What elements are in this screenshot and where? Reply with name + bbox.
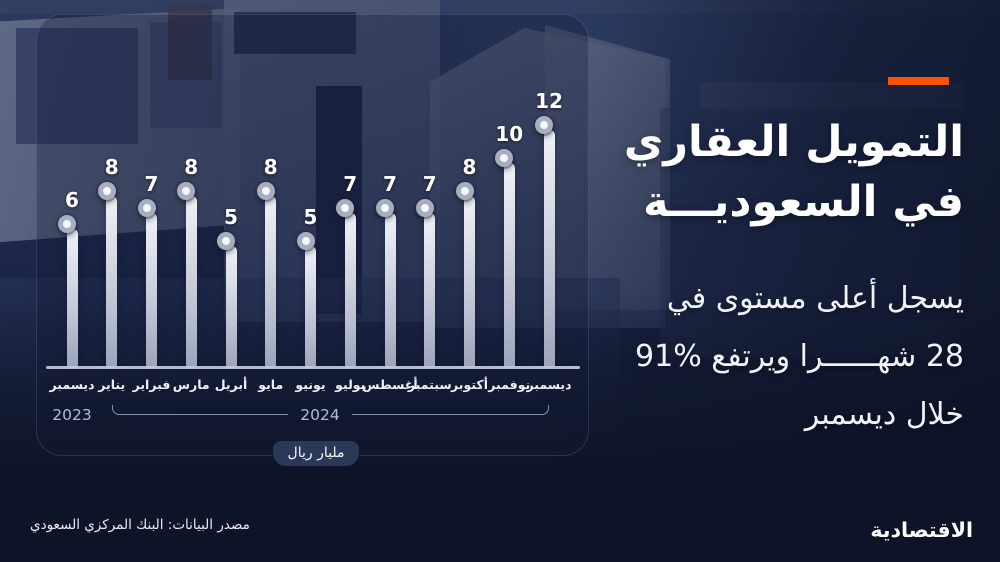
subtitle-line-3: خلال ديسمبر xyxy=(804,397,964,432)
subtitle-line-1: يسجل أعلى مستوى في xyxy=(666,281,964,316)
month-label: أبريل xyxy=(214,377,248,392)
title-line-1: التمويل العقاري xyxy=(623,117,964,167)
bar-value-label: 8 xyxy=(184,155,199,179)
year-bracket-left xyxy=(112,405,288,415)
title-line-2: في السعوديـــة xyxy=(643,177,964,227)
bar-stem xyxy=(503,163,515,368)
bar-value-label: 8 xyxy=(104,155,119,179)
bar-stem xyxy=(106,196,118,368)
accent-dash xyxy=(888,77,949,85)
month-label: ديسمبر xyxy=(526,377,572,392)
bar-dot xyxy=(495,149,514,167)
bar-stem xyxy=(66,229,78,368)
bar-dot xyxy=(217,231,235,250)
page-title: التمويل العقاري في السعوديـــة xyxy=(624,112,964,232)
subtitle-line-2: 28 شهــــــرا ويرتفع %91 xyxy=(635,339,964,374)
bar-dot xyxy=(415,198,434,217)
month-label: يونيو xyxy=(295,377,326,392)
publisher-logo: الاقتصادية xyxy=(870,518,973,542)
bar-dot xyxy=(177,182,196,200)
bar-stem xyxy=(265,196,277,368)
year-label-2023: 2023 xyxy=(52,406,92,424)
bar-stem xyxy=(305,245,316,368)
bar-dot xyxy=(256,182,275,200)
bar-value-label: 7 xyxy=(144,171,159,196)
bar-dot xyxy=(376,198,394,217)
month-label: فبراير xyxy=(132,377,171,392)
month-label: ديسمبر xyxy=(49,377,95,392)
bar-value-label: 12 xyxy=(535,89,563,113)
month-label: أغسطس xyxy=(362,377,418,392)
data-source-note: مصدر البيانات: البنك المركزي السعودي xyxy=(30,517,250,533)
bar-stem xyxy=(344,212,356,368)
month-label: مارس xyxy=(172,377,210,392)
bar-value-label: 5 xyxy=(303,204,318,229)
page-subtitle: يسجل أعلى مستوى في 28 شهــــــرا ويرتفع … xyxy=(635,270,964,444)
x-axis-line xyxy=(46,366,580,369)
month-label: نوفمبر xyxy=(488,377,531,392)
bar-stem xyxy=(424,212,436,368)
month-label: سبتمبر xyxy=(407,377,452,392)
year-label-2024: 2024 xyxy=(300,406,340,424)
bar-dot xyxy=(336,198,355,217)
bar-dot xyxy=(97,182,116,200)
unit-badge: مليار ريال xyxy=(273,441,359,466)
bar-dot xyxy=(296,231,315,250)
bar-value-label: 7 xyxy=(343,171,358,196)
bar-value-label: 8 xyxy=(462,155,477,179)
year-bracket-right xyxy=(352,405,549,415)
bar-value-label: 7 xyxy=(422,171,437,196)
bar-stem xyxy=(225,245,237,368)
bar-stem xyxy=(464,196,475,368)
bar-stem xyxy=(384,212,396,368)
bar-stem xyxy=(543,130,555,368)
bar-dot xyxy=(137,198,156,217)
month-label: يناير xyxy=(98,377,126,392)
bar-value-label: 10 xyxy=(495,122,524,146)
bar-value-label: 5 xyxy=(224,204,238,229)
bar-dot xyxy=(58,215,76,233)
month-label: أكتوبر xyxy=(451,377,488,392)
bar-value-label: 7 xyxy=(383,171,397,196)
bar-value-label: 8 xyxy=(263,155,278,179)
month-label: مايو xyxy=(258,377,284,392)
bar-dot xyxy=(535,116,553,134)
bar-stem xyxy=(185,196,197,368)
bar-value-label: 6 xyxy=(65,188,79,212)
bar-stem xyxy=(146,212,157,368)
month-label: يوليو xyxy=(335,377,366,392)
bar-dot xyxy=(455,182,474,200)
